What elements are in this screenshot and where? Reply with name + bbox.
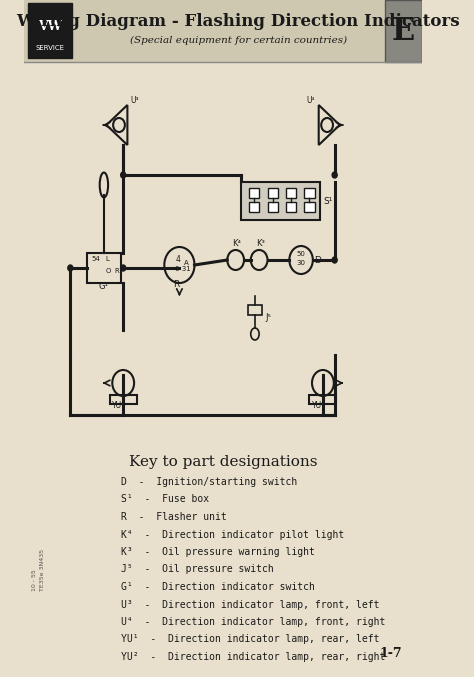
Text: YU²: YU²: [312, 401, 325, 410]
Bar: [267, 188, 278, 198]
Text: G¹: G¹: [99, 282, 109, 291]
Bar: [241, 182, 320, 220]
Text: E: E: [392, 16, 415, 47]
Text: U⁴: U⁴: [306, 96, 315, 105]
Bar: [248, 305, 262, 315]
Text: R  -  Flasher unit: R - Flasher unit: [121, 512, 227, 522]
Bar: [267, 202, 278, 212]
Text: U³  -  Direction indicator lamp, front, left: U³ - Direction indicator lamp, front, le…: [121, 600, 379, 609]
Text: YU¹  -  Direction indicator lamp, rear, left: YU¹ - Direction indicator lamp, rear, le…: [121, 634, 379, 645]
Text: TE35e 3N435: TE35e 3N435: [40, 549, 45, 591]
Text: 1-7: 1-7: [379, 647, 402, 660]
Text: 10 - 55: 10 - 55: [32, 569, 37, 591]
Text: L: L: [106, 256, 109, 262]
Bar: [24, 0, 422, 62]
Text: S¹  -  Fuse box: S¹ - Fuse box: [121, 494, 209, 504]
Text: D: D: [315, 256, 321, 265]
Text: G¹  -  Direction indicator switch: G¹ - Direction indicator switch: [121, 582, 315, 592]
Text: VW: VW: [38, 20, 62, 33]
Text: (Special equipment for certain countries): (Special equipment for certain countries…: [129, 35, 346, 45]
Text: R: R: [115, 268, 119, 274]
Text: J⁵  -  Oil pressure switch: J⁵ - Oil pressure switch: [121, 565, 273, 575]
Text: YU²  -  Direction indicator lamp, rear, right: YU² - Direction indicator lamp, rear, ri…: [121, 652, 385, 662]
Bar: [28, 3, 72, 58]
Text: R: R: [173, 280, 179, 289]
Bar: [286, 202, 296, 212]
Circle shape: [121, 265, 126, 271]
Text: D  -  Ignition/starting switch: D - Ignition/starting switch: [121, 477, 297, 487]
Text: SERVICE: SERVICE: [36, 45, 64, 51]
Text: 4: 4: [176, 255, 181, 264]
Text: U³: U³: [130, 96, 138, 105]
Text: S¹: S¹: [323, 196, 332, 206]
Text: 54: 54: [91, 256, 100, 262]
Text: K³  -  Oil pressure warning light: K³ - Oil pressure warning light: [121, 547, 315, 557]
Text: U⁴  -  Direction indicator lamp, front, right: U⁴ - Direction indicator lamp, front, ri…: [121, 617, 385, 627]
Text: 50: 50: [297, 251, 306, 257]
Text: Key to part designations: Key to part designations: [129, 455, 317, 469]
Bar: [304, 202, 315, 212]
Circle shape: [332, 257, 337, 263]
Bar: [87, 253, 121, 283]
Text: K³: K³: [256, 239, 264, 248]
Circle shape: [121, 172, 126, 178]
Bar: [286, 188, 296, 198]
Bar: [385, 0, 422, 62]
Text: O: O: [106, 268, 111, 274]
Text: J⁵: J⁵: [265, 313, 271, 322]
Bar: [310, 395, 337, 404]
Text: K⁴: K⁴: [232, 239, 241, 248]
Text: Wiring Diagram - Flashing Direction Indicators: Wiring Diagram - Flashing Direction Indi…: [16, 14, 460, 30]
Circle shape: [332, 172, 337, 178]
Bar: [249, 202, 259, 212]
Text: 30: 30: [297, 260, 306, 266]
Bar: [249, 188, 259, 198]
Text: K⁴  -  Direction indicator pilot light: K⁴ - Direction indicator pilot light: [121, 529, 344, 540]
Text: A: A: [183, 260, 188, 266]
Circle shape: [68, 265, 73, 271]
Text: 0 31: 0 31: [175, 266, 191, 272]
Text: YU¹: YU¹: [112, 401, 126, 410]
Bar: [110, 395, 137, 404]
Bar: [304, 188, 315, 198]
